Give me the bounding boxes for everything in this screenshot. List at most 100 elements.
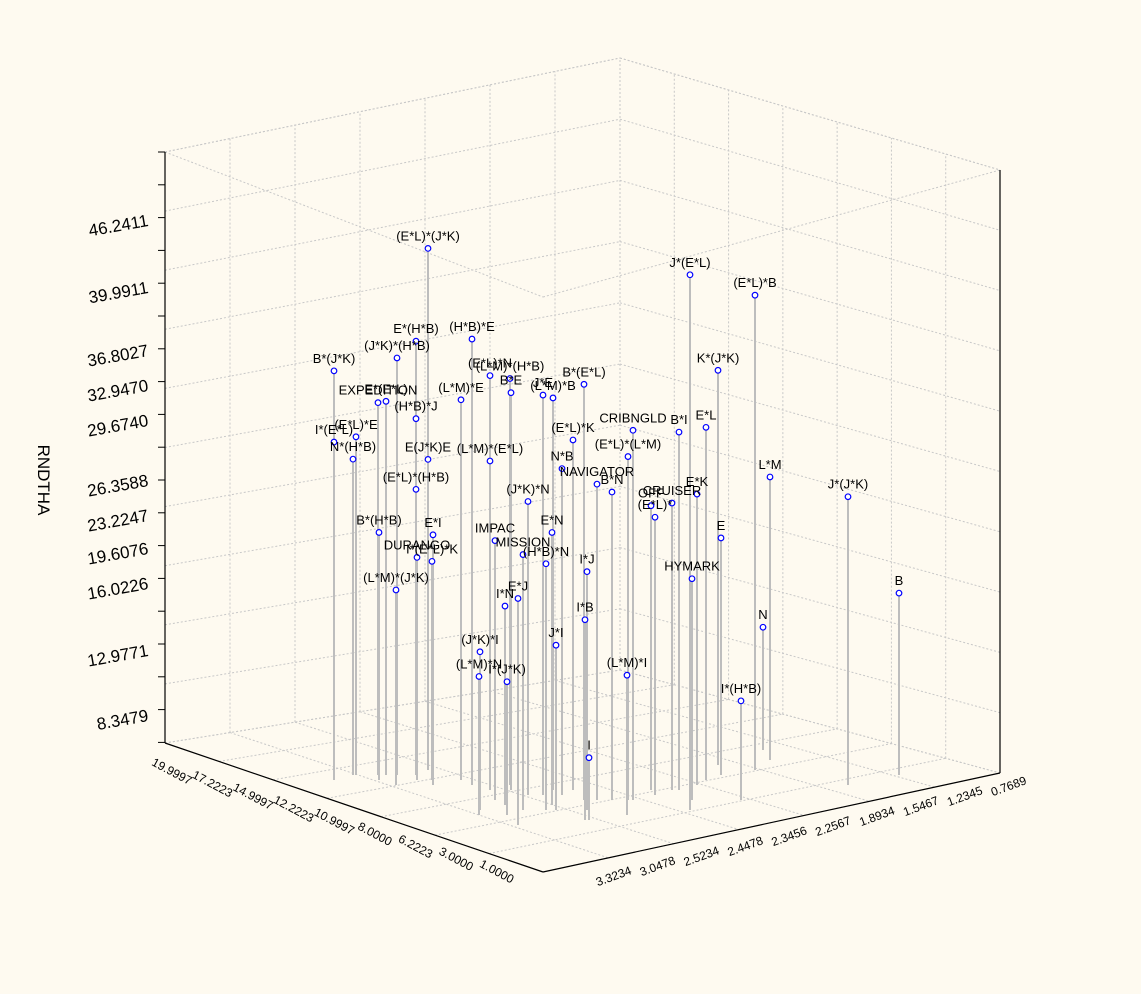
- point-label: (E*L)*K: [551, 420, 595, 435]
- point-label: B*I: [670, 412, 687, 427]
- point-label: (J*K)*N: [506, 481, 549, 496]
- data-point: [524, 498, 532, 505]
- data-point: [686, 271, 694, 279]
- data-point: [737, 697, 745, 705]
- data-point: [457, 396, 465, 404]
- grid-line: [619, 424, 1001, 533]
- data-point: [428, 557, 436, 565]
- point-label: I*(E*L): [315, 422, 353, 437]
- grid-line: [619, 118, 1001, 231]
- grid-line: [434, 743, 892, 836]
- data-point: [424, 245, 432, 252]
- data-point: [349, 455, 357, 463]
- data-point: [647, 502, 655, 510]
- left-axis-tick-label: 3.0000: [437, 844, 476, 874]
- point-label: I*(H*B): [721, 681, 761, 696]
- data-point: [352, 433, 360, 441]
- z-tick-label: 46.2411: [87, 211, 150, 240]
- data-point: [542, 560, 550, 568]
- data-point: [507, 389, 515, 397]
- data-point: [651, 513, 659, 521]
- data-point: [486, 457, 494, 465]
- point-label: E*(H*B): [393, 321, 439, 336]
- point-label: EXPEDITION: [339, 383, 418, 398]
- grid-line: [488, 757, 946, 855]
- label-layer: J*(E*L)(E*L)*(J*K)(E*L)*B(H*B)*EE*(H*B)B…: [313, 228, 904, 752]
- data-point: [393, 354, 401, 362]
- grid-line: [164, 669, 621, 744]
- point-label: (L*M)*E: [438, 380, 484, 395]
- grid-line: [619, 669, 1001, 774]
- left-axis-tick-label: 14.9997: [231, 780, 276, 813]
- point-label: (J*K)*I: [461, 632, 499, 647]
- z-tick-label: 36.8027: [86, 341, 150, 370]
- data-point: [539, 391, 547, 399]
- data-point: [608, 488, 616, 496]
- point-label: E*K: [686, 474, 709, 489]
- point-label: (L*M)*(H*B): [476, 358, 545, 373]
- grid-line: [272, 698, 729, 781]
- point-label: B*(J*K): [313, 351, 356, 366]
- grid-line: [326, 713, 783, 799]
- data-point: [668, 499, 676, 507]
- grid-line: [619, 547, 1001, 653]
- point-label: E*I: [424, 515, 441, 530]
- data-point: [549, 394, 557, 402]
- point-label: (L*M)*I: [607, 655, 647, 670]
- point-label: J*E: [533, 375, 554, 390]
- point-layer: [330, 245, 903, 762]
- grid-line: [164, 485, 621, 567]
- right-axis-tick-label: 1.5467: [901, 793, 941, 819]
- data-point: [429, 531, 437, 539]
- point-label: (E*L)*(J*K): [396, 228, 460, 243]
- data-point: [468, 335, 476, 343]
- point-label: (L*M)*(J*K): [363, 570, 429, 585]
- data-point: [675, 428, 683, 436]
- left-axis-tick-label: 19.9997: [149, 755, 194, 788]
- data-point: [514, 595, 522, 602]
- point-label: E: [717, 518, 726, 533]
- z-tick-label: 26.3588: [86, 471, 150, 500]
- grid-line: [619, 179, 1001, 292]
- point-label: I*(E*L)*K: [406, 541, 458, 556]
- right-axis-tick-label: 2.5234: [682, 843, 722, 869]
- point-label: E*(E*L): [364, 381, 407, 396]
- z-tick-label: 32.9470: [86, 376, 150, 405]
- point-label: (E*L)*: [638, 497, 673, 512]
- data-point: [412, 485, 420, 493]
- data-point: [580, 380, 588, 388]
- data-point: [759, 623, 767, 631]
- point-label: B*N: [600, 472, 623, 487]
- point-label: HYMARK: [664, 559, 720, 574]
- grid-line: [164, 424, 621, 508]
- point-label: (H*B)*J: [394, 399, 437, 414]
- point-label: (J*K)*(H*B): [364, 338, 430, 353]
- point-label: I*(J*K): [488, 662, 526, 677]
- point-label: (H*B)*E: [449, 319, 495, 334]
- point-label: B*E: [500, 373, 523, 388]
- data-point: [476, 648, 484, 656]
- grid-line: [619, 485, 1001, 593]
- point-label: (E*L)*E: [334, 417, 378, 432]
- data-point: [593, 480, 601, 488]
- left-axis-tick-label: 8.0000: [356, 819, 395, 849]
- data-point: [491, 537, 499, 545]
- point-label: I: [587, 738, 591, 753]
- point-label: (E*L)*B: [733, 275, 776, 290]
- data-point: [424, 455, 432, 463]
- grid-line: [380, 728, 838, 818]
- point-label: (E*L)*(H*B): [383, 469, 449, 484]
- point-label: NAVIGATOR: [560, 464, 634, 479]
- z-tick-label: 23.2247: [86, 506, 150, 535]
- point-label: (L*M)*B: [530, 378, 576, 393]
- right-axis-tick-label: 2.2567: [813, 813, 853, 839]
- point-label: N*B: [550, 449, 573, 464]
- grid-line: [229, 732, 609, 859]
- point-label: (E*L)*N: [468, 356, 512, 371]
- data-point: [895, 589, 903, 597]
- data-point: [392, 586, 400, 594]
- data-point: [693, 490, 701, 498]
- grid-line: [164, 118, 621, 212]
